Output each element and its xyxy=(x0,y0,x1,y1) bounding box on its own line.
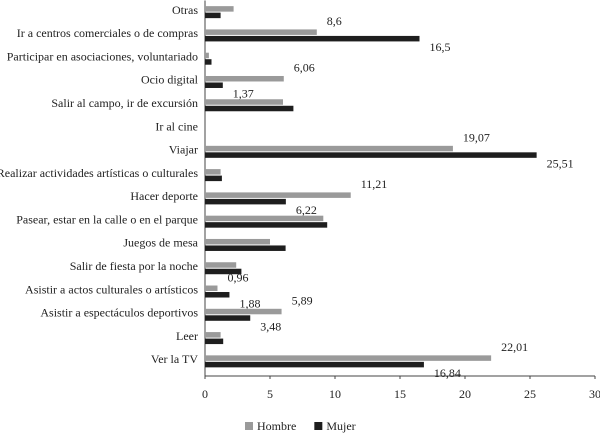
category-label: Hacer deporte xyxy=(130,189,198,203)
category-label: Juegos de mesa xyxy=(123,236,198,250)
value-label: 22,01 xyxy=(501,340,528,354)
x-tick-label: 0 xyxy=(202,387,208,401)
bar xyxy=(205,262,237,268)
value-label: 5,89 xyxy=(292,294,313,308)
bar xyxy=(205,268,242,275)
value-label: 11,21 xyxy=(361,177,388,191)
bar xyxy=(205,175,222,182)
category-label: Ir a centros comerciales o de compras xyxy=(17,26,199,40)
bar xyxy=(205,99,283,105)
category-label: Asistir a espectáculos deportivos xyxy=(40,306,198,320)
category-label: Viajar xyxy=(169,143,198,157)
bar xyxy=(205,245,286,251)
value-label: 6,22 xyxy=(296,203,317,217)
bar xyxy=(205,169,221,175)
bar xyxy=(205,35,420,42)
category-label: Leer xyxy=(176,329,198,343)
bar xyxy=(205,292,230,298)
x-tick-label: 10 xyxy=(329,387,341,401)
category-label: Ocio digital xyxy=(141,73,199,87)
value-label: 16,5 xyxy=(430,40,451,54)
value-label: 1,88 xyxy=(239,296,260,310)
bar xyxy=(205,145,453,152)
bar xyxy=(205,52,209,59)
bar xyxy=(205,285,218,292)
value-label: 19,07 xyxy=(463,131,490,145)
x-tick-label: 15 xyxy=(394,387,406,401)
category-label: Realizar actividades artísticas o cultur… xyxy=(0,166,198,180)
category-label: Pasear, estar en la calle o en el parque xyxy=(16,212,198,226)
category-label: Salir de fiesta por la noche xyxy=(70,259,198,273)
bar xyxy=(205,308,282,315)
bar xyxy=(205,238,270,245)
bar xyxy=(205,215,324,222)
bar xyxy=(205,105,294,112)
bar xyxy=(205,75,284,82)
legend-label: Hombre xyxy=(257,419,296,433)
legend-swatch xyxy=(245,422,253,430)
value-label: 6,06 xyxy=(294,61,315,75)
bar xyxy=(205,198,286,205)
bar xyxy=(205,82,223,88)
bar xyxy=(205,315,251,321)
value-label: 25,51 xyxy=(547,157,574,171)
bar xyxy=(205,59,212,65)
value-label: 16,84 xyxy=(434,366,461,380)
bar xyxy=(205,152,537,158)
legend-label: Mujer xyxy=(326,419,355,433)
bar xyxy=(205,6,234,12)
bar xyxy=(205,361,424,368)
bar xyxy=(205,12,221,19)
value-label: 3,48 xyxy=(260,320,281,334)
category-label: Asistir a actos culturales o artísticos xyxy=(25,282,198,296)
category-label: Otras xyxy=(172,3,198,17)
x-tick-label: 25 xyxy=(524,387,536,401)
bar xyxy=(205,222,328,228)
x-tick-label: 5 xyxy=(267,387,273,401)
bar xyxy=(205,338,224,345)
bar xyxy=(205,192,351,198)
value-label: 1,37 xyxy=(233,87,254,101)
category-label: Salir al campo, ir de excursión xyxy=(51,96,198,110)
category-label: Ver la TV xyxy=(151,352,198,366)
x-tick-label: 30 xyxy=(589,387,600,401)
x-tick-label: 20 xyxy=(459,387,471,401)
category-label: Participar en asociaciones, voluntariado xyxy=(7,49,198,63)
bar xyxy=(205,355,492,361)
legend-swatch xyxy=(314,422,323,430)
value-label: 8,6 xyxy=(327,14,342,28)
bar xyxy=(205,332,221,338)
value-label: 0,96 xyxy=(227,270,248,284)
bar xyxy=(205,29,317,35)
category-label: Ir al cine xyxy=(155,119,198,133)
